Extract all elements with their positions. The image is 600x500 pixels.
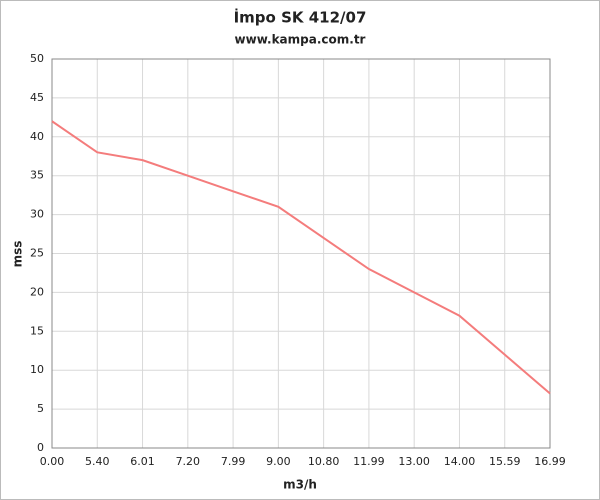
y-tick-label: 40 [30, 130, 44, 143]
y-tick-label: 25 [30, 247, 44, 260]
x-tick-label: 15.59 [489, 455, 521, 468]
x-tick-label: 0.00 [40, 455, 65, 468]
chart-subtitle: www.kampa.com.tr [235, 33, 366, 47]
x-tick-label: 13.00 [398, 455, 430, 468]
chart-title: İmpo SK 412/07 [234, 8, 367, 27]
y-tick-label: 45 [30, 91, 44, 104]
x-tick-label: 10.80 [308, 455, 340, 468]
y-tick-label: 5 [37, 402, 44, 415]
y-tick-label: 10 [30, 363, 44, 376]
x-tick-label: 14.00 [444, 455, 476, 468]
x-tick-label: 6.01 [130, 455, 155, 468]
data-line [51, 120, 551, 395]
y-tick-label: 30 [30, 208, 44, 221]
x-axis-label: m3/h [283, 478, 317, 492]
x-tick-label: 7.20 [176, 455, 201, 468]
y-axis-label: mss [11, 241, 25, 268]
y-tick-label: 35 [30, 169, 44, 182]
y-tick-label: 15 [30, 324, 44, 337]
x-tick-label: 7.99 [221, 455, 246, 468]
x-tick-label: 9.00 [266, 455, 291, 468]
x-tick-label: 11.99 [353, 455, 385, 468]
x-tick-label: 5.40 [85, 455, 110, 468]
x-tick-label: 16.99 [534, 455, 566, 468]
plot-border [51, 58, 551, 449]
y-tick-label: 50 [30, 52, 44, 65]
y-tick-label: 20 [30, 285, 44, 298]
y-tick-label: 0 [37, 441, 44, 454]
